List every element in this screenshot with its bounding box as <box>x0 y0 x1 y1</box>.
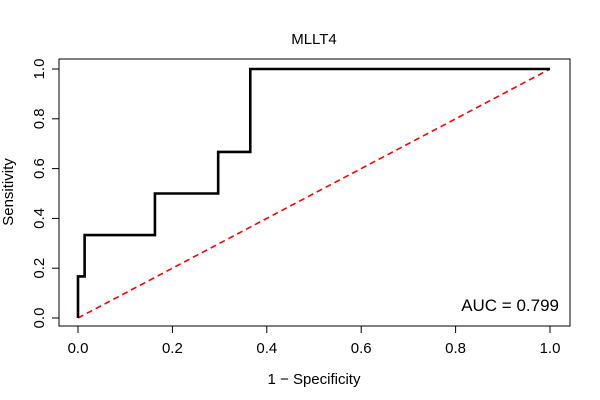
x-tick-label: 0.0 <box>68 340 89 357</box>
chart-title: MLLT4 <box>291 31 337 48</box>
y-tick-label: 0.2 <box>31 258 48 279</box>
diagonal-reference-line <box>77 68 551 319</box>
y-tick-label: 0.8 <box>31 108 48 129</box>
x-tick-label: 0.8 <box>445 340 466 357</box>
x-tick-label: 0.2 <box>162 340 183 357</box>
y-tick-label: 1.0 <box>31 59 48 80</box>
series-layer <box>76 67 551 319</box>
y-tick-label: 0.6 <box>31 158 48 179</box>
x-axis-label: 1 − Specificity <box>268 371 361 388</box>
auc-annotation: AUC = 0.799 <box>461 296 559 315</box>
y-tick-label: 0.0 <box>31 308 48 329</box>
x-tick-label: 0.4 <box>256 340 277 357</box>
y-tick-label: 0.4 <box>31 208 48 229</box>
x-tick-label: 0.6 <box>351 340 372 357</box>
x-tick-label: 1.0 <box>540 340 561 357</box>
plot-frame <box>58 58 571 327</box>
roc-curve-line <box>76 67 550 318</box>
y-axis: 0.0 0.2 0.4 0.6 0.8 1.0 <box>31 59 60 329</box>
x-axis: 0.0 0.2 0.4 0.6 0.8 1.0 <box>68 325 561 357</box>
y-axis-label: Sensitivity <box>0 158 17 226</box>
